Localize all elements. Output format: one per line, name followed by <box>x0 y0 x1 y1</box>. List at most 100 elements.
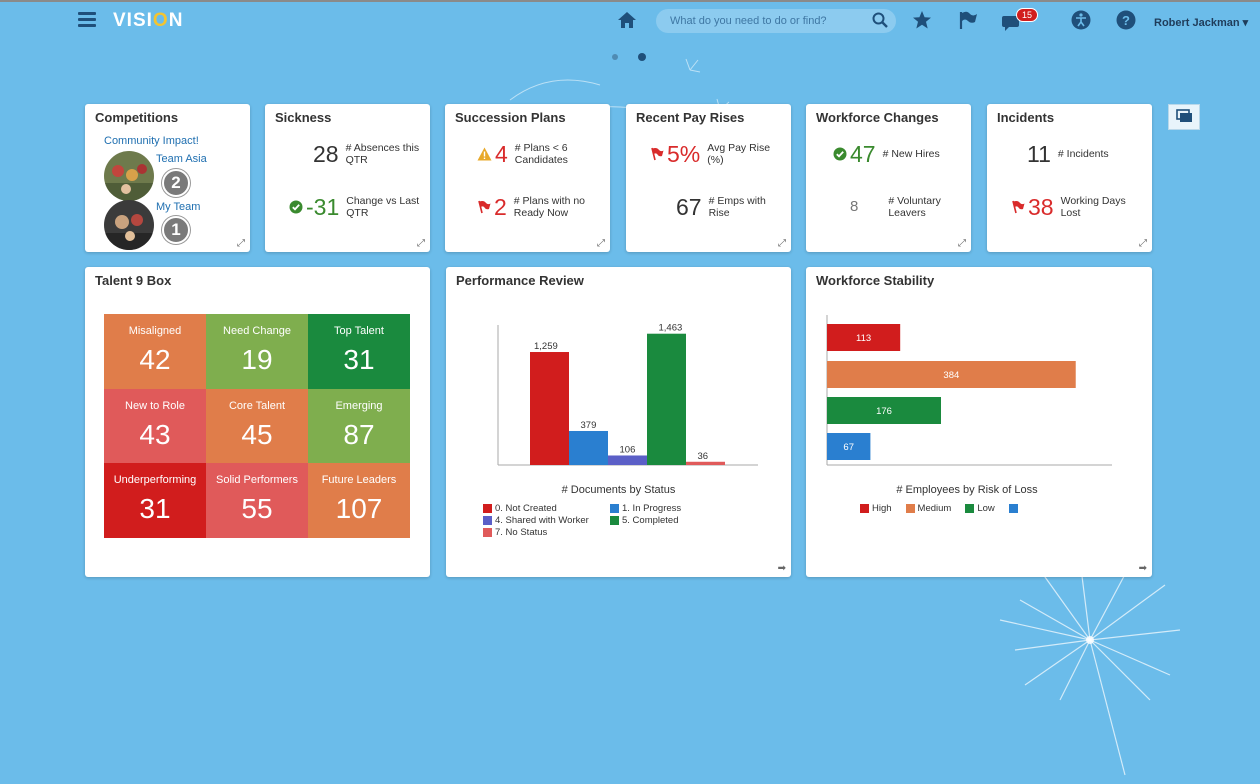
expand-icon[interactable]: ⤢ <box>237 238 245 249</box>
workforce-stability-card[interactable]: Workforce Stability 113 384 176 67 # Employ… <box>806 267 1152 577</box>
my-team-rank-badge: 1 <box>162 216 190 244</box>
bar-3[interactable] <box>827 397 941 424</box>
legend-item[interactable]: Medium <box>905 503 952 514</box>
avg-pay-rise-metric[interactable]: 5% Avg Pay Rise (%) <box>650 142 785 166</box>
legend-item[interactable]: Low <box>965 503 995 514</box>
metric-value: 67 <box>676 194 702 220</box>
talent-cell-need-change[interactable]: Need Change 19 <box>206 314 308 389</box>
page-dot-1[interactable] <box>612 54 618 60</box>
sickness-card[interactable]: Sickness 28 # Absences this QTR -31 Chan… <box>265 104 430 252</box>
community-impact-link[interactable]: Community Impact! <box>104 135 199 147</box>
team-asia-link[interactable]: Team Asia <box>156 153 207 165</box>
global-search[interactable] <box>656 9 896 33</box>
performance-review-chart: 1,259 379 106 1,463 36 <box>497 323 758 466</box>
search-input[interactable] <box>670 13 860 29</box>
home-icon[interactable] <box>617 10 637 30</box>
legend-item[interactable]: 1. In Progress <box>610 503 710 514</box>
talent-cell-future-leaders[interactable]: Future Leaders 107 <box>308 463 410 538</box>
bar-4[interactable] <box>647 333 686 465</box>
legend-swatch <box>483 504 492 513</box>
new-hires-metric[interactable]: 47 # New Hires <box>833 142 961 166</box>
working-days-lost-metric[interactable]: 38 Working Days Lost <box>1011 195 1139 219</box>
bar-1[interactable] <box>827 324 901 351</box>
data-label: 36 <box>698 451 709 462</box>
bar-5[interactable] <box>686 461 725 465</box>
metric-label: Working Days Lost <box>1060 195 1126 219</box>
data-label: 384 <box>943 370 959 381</box>
performance-review-card[interactable]: Performance Review 1,259 379 106 1,463 36 # … <box>446 267 791 577</box>
my-team-link[interactable]: My Team <box>156 201 201 213</box>
search-icon[interactable] <box>872 12 888 28</box>
expand-icon[interactable]: ⤢ <box>778 238 786 249</box>
metric-value: 28 <box>313 141 339 167</box>
metric-value: 4 <box>495 141 508 167</box>
cell-value: 42 <box>139 344 171 375</box>
notification-count-badge[interactable]: 15 <box>1016 8 1039 22</box>
legend-item[interactable]: 5. Completed <box>610 515 710 526</box>
flag-icon[interactable] <box>958 10 978 30</box>
bar-2[interactable] <box>569 430 608 465</box>
star-icon[interactable] <box>912 10 932 30</box>
plans-candidates-metric[interactable]: 4 # Plans < 6 Candidates <box>477 142 593 166</box>
bar-3[interactable] <box>608 455 647 465</box>
legend-swatch <box>905 504 915 513</box>
user-menu[interactable]: Robert Jackman ▾ <box>1154 16 1248 29</box>
bar-4[interactable] <box>827 433 871 460</box>
talent-cell-emerging[interactable]: Emerging 87 <box>308 388 410 464</box>
arrow-right-icon[interactable]: ➡ <box>1138 563 1147 574</box>
talent-cell-misaligned[interactable]: Misaligned 42 <box>104 314 206 389</box>
expand-icon[interactable]: ⤢ <box>1139 238 1147 249</box>
help-icon[interactable]: ? <box>1116 10 1136 30</box>
legend-item[interactable] <box>1008 503 1021 514</box>
cell-label: Solid Performers <box>216 474 298 487</box>
talent-cell-core-talent[interactable]: Core Talent 45 <box>206 388 308 464</box>
recent-pay-rises-card[interactable]: Recent Pay Rises 5% Avg Pay Rise (%) 67 … <box>626 104 791 252</box>
workforce-changes-card[interactable]: Workforce Changes 47 # New Hires 8 # Vol… <box>806 104 971 252</box>
emps-with-rise-metric[interactable]: 67 # Emps with Rise <box>676 195 787 219</box>
data-label: 1,463 <box>659 323 683 334</box>
talent-9-box-card[interactable]: Talent 9 Box Misaligned 42 Need Change 19 To… <box>85 267 430 577</box>
cell-label: Top Talent <box>334 325 384 337</box>
legend-item[interactable]: 4. Shared with Worker <box>483 515 610 526</box>
metric-label: # Voluntary Leavers <box>888 195 941 219</box>
chart-x-label: # Documents by Status <box>561 484 676 496</box>
metric-label: # Plans with no Ready Now <box>513 195 586 219</box>
expand-icon[interactable]: ⤢ <box>958 238 966 249</box>
red-flag-icon <box>478 200 491 214</box>
expand-icon[interactable]: ⤢ <box>417 238 425 249</box>
check-circle-icon <box>289 200 303 214</box>
talent-cell-solid-performers[interactable]: Solid Performers 55 <box>206 463 308 538</box>
arrow-right-icon[interactable]: ➡ <box>777 563 786 574</box>
legend-label: High <box>872 503 892 514</box>
bar-2[interactable] <box>827 361 1076 388</box>
metric-value: 38 <box>1028 194 1054 220</box>
legend-item[interactable]: High <box>860 503 892 514</box>
hamburger-icon[interactable] <box>78 12 96 27</box>
incidents-card[interactable]: Incidents 11 # Incidents 38 Working Days… <box>987 104 1152 252</box>
legend-item[interactable]: 0. Not Created <box>483 503 610 514</box>
voluntary-leavers-metric[interactable]: 8 # Voluntary Leavers <box>850 195 966 219</box>
data-label: 106 <box>620 444 636 455</box>
layout-switch-button[interactable] <box>1168 104 1200 130</box>
legend-item[interactable]: 7. No Status <box>483 527 610 538</box>
talent-cell-top-talent[interactable]: Top Talent 31 <box>308 314 410 389</box>
succession-plans-card[interactable]: Succession Plans 4 # Plans < 6 Candidate… <box>445 104 610 252</box>
page-dot-2[interactable] <box>638 53 646 61</box>
plans-ready-metric[interactable]: 2 # Plans with no Ready Now <box>477 195 592 219</box>
incidents-metric[interactable]: 11 # Incidents <box>1027 142 1136 166</box>
expand-icon[interactable]: ⤢ <box>597 238 605 249</box>
legend-label: Medium <box>917 503 952 514</box>
vision-logo[interactable]: VISION <box>113 10 184 31</box>
notification-icon[interactable] <box>1002 12 1022 32</box>
cell-label: Need Change <box>223 325 291 337</box>
accessibility-icon[interactable] <box>1071 10 1091 30</box>
team-asia-avatar <box>104 151 154 201</box>
change-metric[interactable]: -31 Change vs Last QTR <box>289 195 424 219</box>
card-title: Talent 9 Box <box>95 273 172 288</box>
competitions-card[interactable]: Competitions Community Impact! Team Asia… <box>85 104 250 252</box>
bar-1[interactable] <box>530 352 569 465</box>
metric-value: -31 <box>306 194 340 220</box>
absences-metric[interactable]: 28 # Absences this QTR <box>313 142 424 166</box>
talent-cell-new-to-role[interactable]: New to Role 43 <box>104 388 206 464</box>
talent-cell-underperforming[interactable]: Underperforming 31 <box>104 463 206 538</box>
